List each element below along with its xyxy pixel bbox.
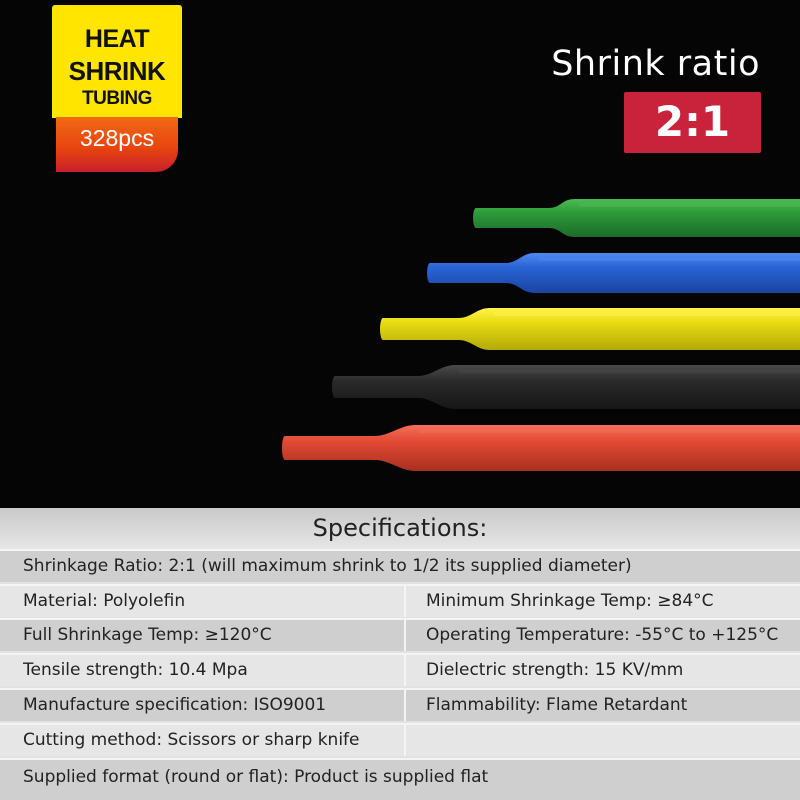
spec-min-shrink-temp: Minimum Shrinkage Temp: ≥84°C [426, 591, 714, 611]
shrink-ratio-value: 2:1 [654, 97, 731, 146]
specifications-table: Specifications: Shrinkage Ratio: 2:1 (wi… [0, 508, 800, 800]
blue-tube [427, 253, 800, 293]
blue-tube-highlight [539, 257, 800, 261]
spec-supplied-format: Supplied format (round or flat): Product… [23, 767, 489, 787]
red-tube [282, 425, 800, 471]
table-row: Full Shrinkage Temp: ≥120°C Operating Te… [0, 618, 800, 651]
table-row: Manufacture specification: ISO9001 Flamm… [0, 688, 800, 721]
shrink-ratio-badge: 2:1 [624, 92, 761, 153]
spec-full-shrink-temp: Full Shrinkage Temp: ≥120°C [23, 625, 272, 645]
green-tube [473, 199, 800, 237]
specifications-title: Specifications: [0, 508, 800, 549]
column-divider [404, 725, 406, 756]
column-divider [404, 586, 406, 617]
badge-line-heat: HEAT [84, 25, 150, 53]
shrink-ratio-label: Shrink ratio [551, 44, 760, 84]
spec-cutting-method: Cutting method: Scissors or sharp knife [23, 730, 360, 750]
column-divider [404, 655, 406, 686]
piece-count: 328pcs [79, 125, 155, 151]
spec-flammability: Flammability: Flame Retardant [426, 695, 688, 715]
table-row: Cutting method: Scissors or sharp knife [0, 723, 800, 756]
column-divider [404, 690, 406, 721]
black-tube [332, 365, 800, 409]
table-row: Tensile strength: 10.4 Mpa Dielectric st… [0, 653, 800, 686]
yellow-tube [380, 308, 800, 350]
tubing-illustration [282, 199, 800, 471]
spec-manufacture: Manufacture specification: ISO9001 [23, 695, 327, 715]
spec-material: Material: Polyolefin [23, 591, 186, 611]
table-row: Material: Polyolefin Minimum Shrinkage T… [0, 584, 800, 617]
product-badge: HEAT SHRINK TUBING [52, 5, 182, 118]
badge-line-shrink: SHRINK [68, 56, 166, 86]
spec-dielectric-strength: Dielectric strength: 15 KV/mm [426, 660, 684, 680]
green-tube-highlight [579, 203, 800, 207]
column-divider [404, 620, 406, 651]
yellow-tube-highlight [494, 312, 800, 316]
badge-line-tubing: TUBING [82, 88, 152, 109]
table-row: Supplied format (round or flat): Product… [0, 758, 800, 800]
red-tube-highlight [419, 429, 800, 433]
table-row: Shrinkage Ratio: 2:1 (will maximum shrin… [0, 549, 800, 582]
spec-tensile-strength: Tensile strength: 10.4 Mpa [23, 660, 248, 680]
product-hero: HEAT SHRINK TUBING 328pcs Shrink ratio 2… [0, 0, 800, 508]
spec-operating-temp: Operating Temperature: -55°C to +125°C [426, 625, 779, 645]
spec-empty-cell [426, 725, 796, 756]
spec-shrinkage-ratio: Shrinkage Ratio: 2:1 (will maximum shrin… [23, 556, 632, 576]
black-tube-highlight [459, 369, 800, 373]
piece-count-badge: 328pcs [56, 117, 178, 172]
